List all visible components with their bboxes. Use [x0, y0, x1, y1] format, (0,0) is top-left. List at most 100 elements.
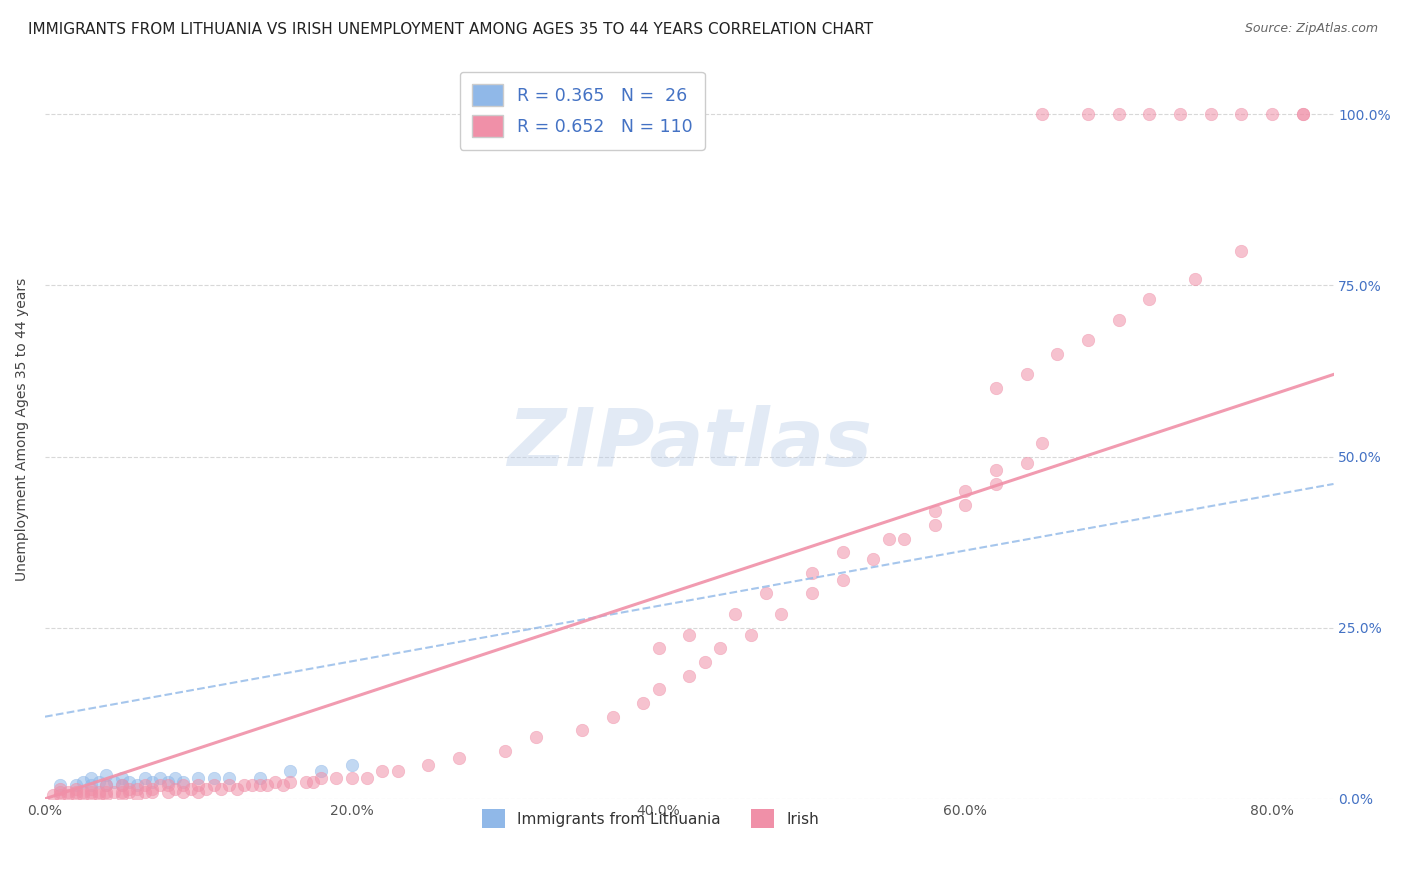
- Point: [56, 789, 79, 803]
- Point: [770, 607, 793, 621]
- Point: [294, 774, 316, 789]
- Point: [984, 381, 1007, 395]
- Text: ZIPatlas: ZIPatlas: [506, 405, 872, 483]
- Point: [800, 566, 823, 580]
- Point: [893, 532, 915, 546]
- Point: [134, 772, 156, 786]
- Point: [103, 785, 125, 799]
- Point: [449, 751, 471, 765]
- Point: [209, 781, 232, 796]
- Point: [647, 682, 669, 697]
- Point: [149, 772, 172, 786]
- Point: [149, 778, 172, 792]
- Point: [125, 781, 148, 796]
- Point: [111, 785, 134, 799]
- Point: [1031, 436, 1053, 450]
- Point: [1261, 107, 1284, 121]
- Point: [80, 789, 103, 803]
- Point: [202, 772, 225, 786]
- Point: [125, 789, 148, 803]
- Point: [56, 785, 79, 799]
- Point: [65, 785, 87, 799]
- Point: [800, 586, 823, 600]
- Point: [1292, 107, 1315, 121]
- Point: [1168, 107, 1191, 121]
- Point: [202, 778, 225, 792]
- Point: [1108, 107, 1130, 121]
- Point: [96, 768, 118, 782]
- Point: [955, 483, 977, 498]
- Point: [141, 785, 163, 799]
- Point: [1230, 244, 1253, 259]
- Point: [65, 778, 87, 792]
- Point: [249, 772, 271, 786]
- Point: [118, 781, 141, 796]
- Point: [172, 785, 194, 799]
- Point: [80, 781, 103, 796]
- Point: [256, 778, 278, 792]
- Point: [1046, 347, 1069, 361]
- Point: [877, 532, 900, 546]
- Point: [72, 789, 94, 803]
- Point: [740, 627, 762, 641]
- Point: [1015, 368, 1038, 382]
- Point: [165, 781, 187, 796]
- Point: [141, 774, 163, 789]
- Point: [271, 778, 294, 792]
- Point: [156, 785, 179, 799]
- Point: [693, 655, 716, 669]
- Point: [96, 785, 118, 799]
- Point: [249, 778, 271, 792]
- Point: [80, 772, 103, 786]
- Point: [1077, 107, 1099, 121]
- Point: [755, 586, 778, 600]
- Point: [1139, 107, 1161, 121]
- Point: [111, 789, 134, 803]
- Point: [631, 696, 654, 710]
- Point: [418, 757, 440, 772]
- Point: [172, 774, 194, 789]
- Point: [602, 709, 624, 723]
- Point: [280, 774, 302, 789]
- Point: [709, 641, 731, 656]
- Point: [371, 764, 394, 779]
- Y-axis label: Unemployment Among Ages 35 to 44 years: Unemployment Among Ages 35 to 44 years: [15, 277, 30, 581]
- Point: [134, 785, 156, 799]
- Point: [65, 781, 87, 796]
- Point: [187, 772, 209, 786]
- Point: [984, 477, 1007, 491]
- Point: [80, 778, 103, 792]
- Point: [134, 778, 156, 792]
- Point: [387, 764, 409, 779]
- Point: [264, 774, 287, 789]
- Point: [924, 518, 946, 533]
- Point: [118, 774, 141, 789]
- Point: [72, 785, 94, 799]
- Point: [125, 778, 148, 792]
- Point: [1139, 292, 1161, 306]
- Point: [41, 789, 63, 803]
- Point: [80, 785, 103, 799]
- Point: [49, 785, 72, 799]
- Point: [218, 772, 240, 786]
- Point: [1015, 457, 1038, 471]
- Point: [65, 789, 87, 803]
- Point: [571, 723, 593, 738]
- Point: [309, 764, 332, 779]
- Point: [87, 785, 110, 799]
- Point: [678, 668, 700, 682]
- Point: [96, 778, 118, 792]
- Point: [111, 778, 134, 792]
- Point: [141, 781, 163, 796]
- Point: [280, 764, 302, 779]
- Point: [1108, 312, 1130, 326]
- Point: [831, 545, 853, 559]
- Point: [49, 781, 72, 796]
- Point: [494, 744, 516, 758]
- Point: [87, 774, 110, 789]
- Point: [103, 774, 125, 789]
- Point: [87, 789, 110, 803]
- Point: [325, 772, 347, 786]
- Point: [180, 781, 202, 796]
- Point: [187, 785, 209, 799]
